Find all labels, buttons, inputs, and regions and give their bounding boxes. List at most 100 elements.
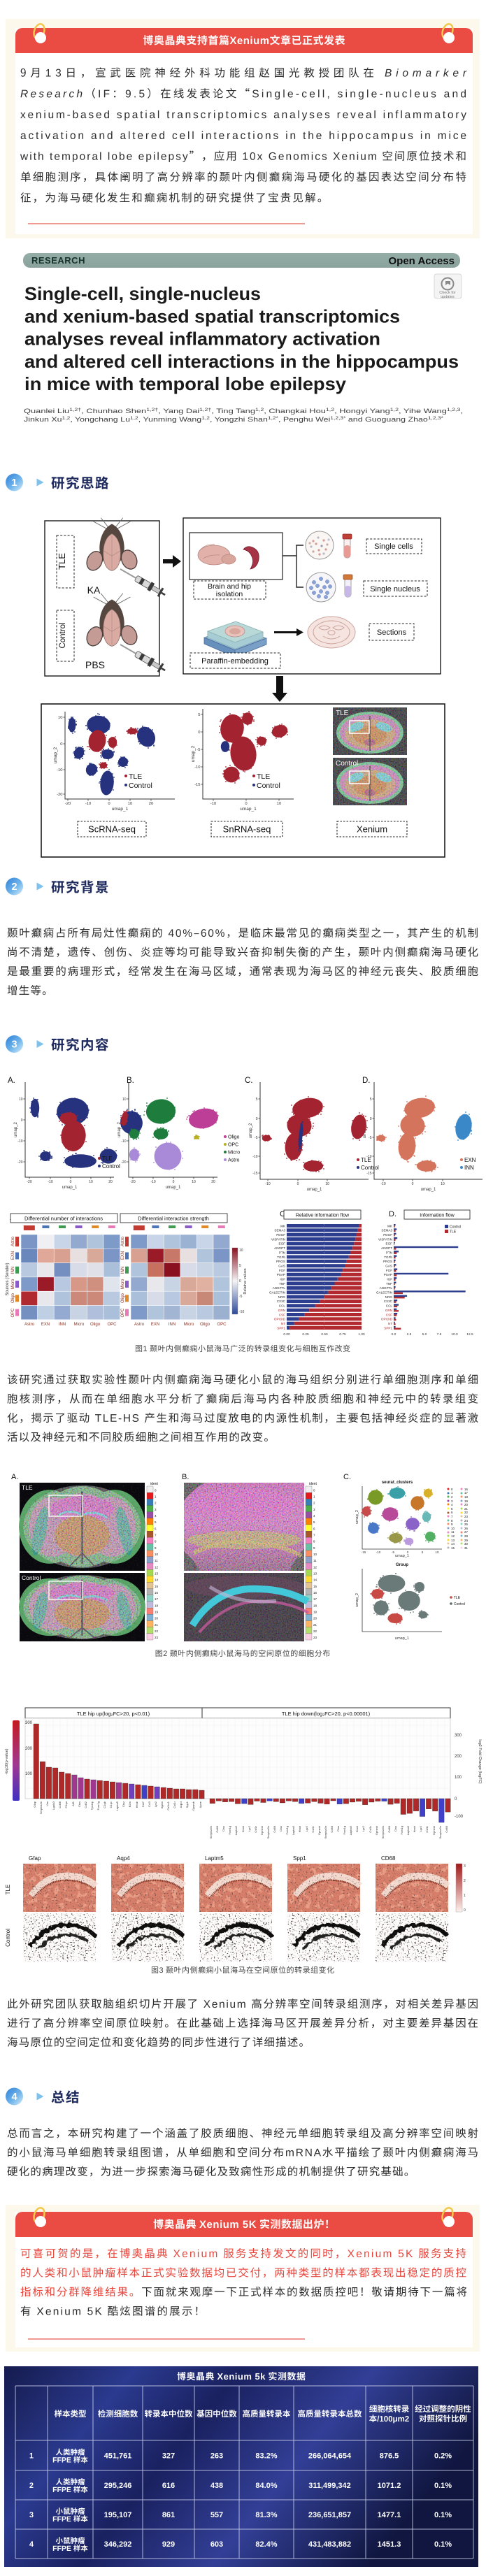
svg-text:7: 7	[155, 1534, 157, 1537]
svg-text:10: 10	[155, 1553, 159, 1556]
svg-text:EXN: EXN	[41, 1323, 50, 1327]
svg-text:Control: Control	[22, 1574, 41, 1581]
svg-text:Single nucleus: Single nucleus	[370, 585, 420, 593]
svg-text:-10: -10	[376, 1550, 381, 1554]
svg-text:Lyz2: Lyz2	[419, 1825, 422, 1832]
svg-text:TLE: TLE	[361, 1157, 371, 1163]
svg-text:SPP1: SPP1	[384, 1326, 392, 1330]
svg-text:Fcer1g: Fcer1g	[97, 1801, 100, 1810]
svg-text:9: 9	[313, 1546, 315, 1550]
svg-text:IGF: IGF	[387, 1278, 392, 1281]
svg-text:18: 18	[155, 1604, 159, 1607]
svg-text:FGF: FGF	[386, 1269, 392, 1272]
svg-text:4: 4	[451, 1503, 453, 1506]
svg-text:2: 2	[155, 1502, 157, 1505]
svg-text:3: 3	[451, 1499, 453, 1503]
svg-text:81.3%: 81.3%	[255, 2511, 277, 2519]
svg-text:Serpina3n: Serpina3n	[39, 1801, 43, 1814]
svg-text:Micro: Micro	[121, 1279, 125, 1289]
svg-text:Hexb: Hexb	[135, 1801, 138, 1808]
svg-text:-20: -20	[57, 793, 62, 797]
svg-text:9: 9	[155, 1546, 157, 1550]
svg-text:Hexb: Hexb	[413, 1825, 416, 1832]
svg-text:-10: -10	[265, 1182, 270, 1186]
svg-text:8: 8	[313, 1540, 315, 1544]
svg-text:umap_1: umap_1	[421, 1188, 436, 1192]
svg-text:GAS: GAS	[278, 1265, 285, 1268]
svg-text:11: 11	[155, 1559, 158, 1562]
svg-text:VISFATIN: VISFATIN	[271, 1237, 285, 1241]
svg-text:umap_2: umap_2	[355, 1510, 359, 1524]
svg-text:TGFb: TGFb	[277, 1255, 285, 1259]
svg-text:GRN: GRN	[278, 1309, 285, 1312]
svg-text:Information flow: Information flow	[420, 1214, 455, 1218]
svg-text:NT: NT	[281, 1322, 285, 1325]
svg-text:Cd68: Cd68	[273, 1825, 276, 1832]
svg-text:Control: Control	[336, 760, 358, 768]
svg-text:1477.1: 1477.1	[378, 2511, 401, 2519]
svg-text:876.5: 876.5	[380, 2452, 399, 2461]
svg-text:Csf1r: Csf1r	[311, 1825, 315, 1832]
svg-text:-10: -10	[239, 1310, 244, 1314]
svg-text:0: 0	[198, 731, 200, 735]
svg-text:TLE: TLE	[102, 1156, 113, 1162]
svg-text:10: 10	[313, 1553, 317, 1556]
svg-text:23: 23	[155, 1636, 159, 1639]
svg-text:0.0: 0.0	[392, 1332, 396, 1337]
svg-text:-15: -15	[366, 1172, 371, 1176]
svg-text:6: 6	[155, 1527, 157, 1530]
svg-text:Gpnmb: Gpnmb	[317, 1825, 321, 1835]
svg-text:Spp1: Spp1	[185, 1801, 189, 1808]
svg-text:INN: INN	[464, 1165, 474, 1171]
svg-text:0: 0	[60, 742, 62, 747]
svg-text:4: 4	[11, 2092, 17, 2103]
svg-text:NT: NT	[388, 1322, 392, 1325]
svg-text:10: 10	[277, 802, 281, 806]
svg-text:0.2%: 0.2%	[434, 2452, 452, 2461]
svg-text:929: 929	[162, 2540, 175, 2549]
svg-text:ANGPT: ANGPT	[274, 1246, 285, 1250]
svg-text:PROS: PROS	[383, 1260, 392, 1263]
svg-text:263: 263	[210, 2452, 223, 2461]
svg-text:0.1%: 0.1%	[434, 2540, 452, 2549]
svg-text:umap_1: umap_1	[112, 807, 129, 812]
svg-text:Oligo: Oligo	[200, 1323, 210, 1327]
svg-text:22: 22	[155, 1629, 159, 1633]
svg-text:1: 1	[464, 1894, 466, 1898]
svg-text:Serpina3n: Serpina3n	[209, 1826, 213, 1839]
svg-text:INN: INN	[121, 1267, 125, 1274]
svg-text:200: 200	[455, 1755, 462, 1759]
svg-text:5: 5	[451, 1507, 453, 1511]
svg-text:15: 15	[313, 1585, 317, 1588]
svg-text:5: 5	[198, 713, 200, 717]
svg-text:CSF: CSF	[279, 1313, 285, 1316]
svg-text:0: 0	[407, 1550, 409, 1554]
svg-text:5: 5	[239, 1264, 241, 1268]
svg-text:-10: -10	[48, 1180, 52, 1184]
svg-text:27: 27	[464, 1530, 468, 1534]
svg-text:NRG: NRG	[385, 1295, 393, 1299]
svg-text:0: 0	[313, 1488, 315, 1492]
svg-text:Aqp4: Aqp4	[117, 1855, 130, 1862]
svg-text:A.: A.	[8, 1077, 15, 1085]
svg-text:266,064,654: 266,064,654	[308, 2452, 352, 2461]
svg-text:-10: -10	[366, 1155, 371, 1159]
svg-text:OPIOID: OPIOID	[381, 1318, 393, 1321]
svg-text:OPC: OPC	[228, 1143, 238, 1148]
svg-text:23: 23	[464, 1515, 468, 1518]
svg-text:20: 20	[464, 1503, 468, 1506]
svg-text:17: 17	[464, 1491, 468, 1495]
svg-text:umap_2: umap_2	[14, 1121, 18, 1137]
svg-text:Astro: Astro	[121, 1236, 125, 1246]
svg-text:SEMA3: SEMA3	[381, 1229, 392, 1232]
svg-text:TLE hip down(log₂FC>20, p<0.0: TLE hip down(log₂FC>20, p<0.00001)	[282, 1711, 371, 1717]
svg-text:Ctss: Ctss	[222, 1826, 225, 1832]
svg-text:22: 22	[313, 1629, 317, 1633]
svg-text:Fcer1g: Fcer1g	[285, 1826, 289, 1834]
svg-text:Control: Control	[257, 782, 280, 790]
svg-text:15: 15	[451, 1546, 455, 1550]
svg-text:-20: -20	[17, 1160, 22, 1165]
svg-text:10.0: 10.0	[451, 1332, 458, 1337]
svg-text:Ccl3: Ccl3	[148, 1801, 151, 1807]
svg-text:Cd68: Cd68	[445, 1825, 448, 1832]
